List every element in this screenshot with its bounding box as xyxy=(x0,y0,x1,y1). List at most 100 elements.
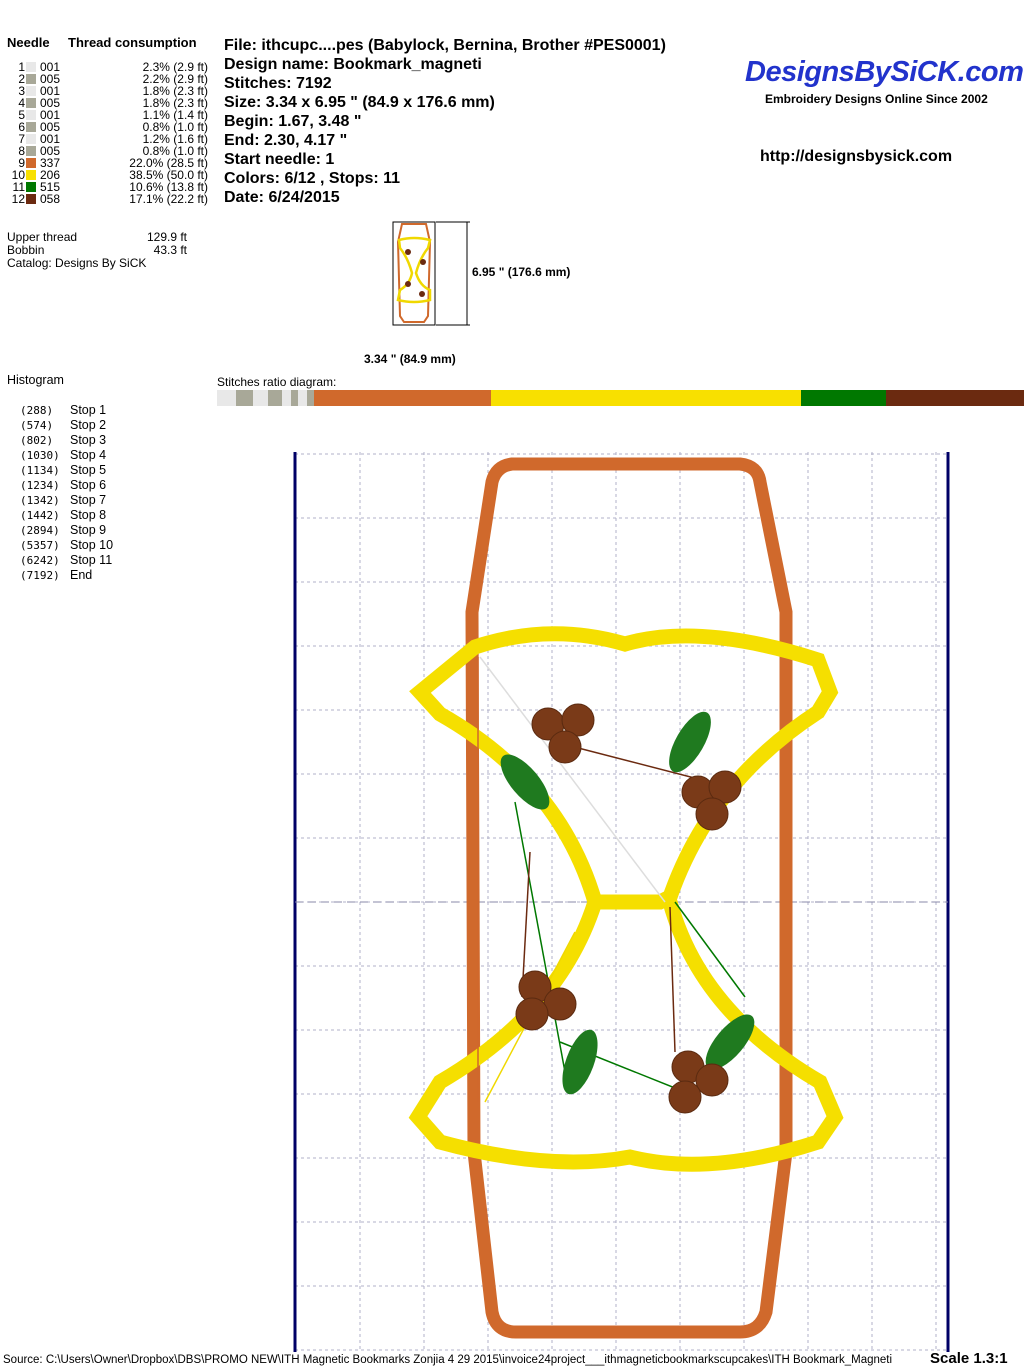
thread-consumption: 1.1% (1.4 ft) xyxy=(142,108,208,122)
brand-logo: DesignsBySiCK.com xyxy=(745,56,1024,88)
needle-table: 1 001 2.3% (2.9 ft) 2 005 2.2% (2.9 ft) 3 001 1.… xyxy=(7,61,208,205)
stitch-count: (5357) xyxy=(20,539,60,552)
needle-number: 2 xyxy=(18,72,25,86)
needle-row: 11 515 10.6% (13.8 ft) xyxy=(7,181,208,193)
thread-code: 206 xyxy=(40,168,61,182)
histogram-row: (802) Stop 3 xyxy=(20,433,113,448)
thread-code: 005 xyxy=(40,120,61,134)
histogram-row: (6242) Stop 11 xyxy=(20,553,113,568)
histogram-row: (288) Stop 1 xyxy=(20,403,113,418)
histogram-row: (1442) Stop 8 xyxy=(20,508,113,523)
thread-code: 515 xyxy=(40,180,61,194)
stop-label: Stop 6 xyxy=(70,478,107,492)
needle-row: 4 005 1.8% (2.3 ft) xyxy=(7,97,208,109)
thread-code: 337 xyxy=(40,156,61,170)
histogram-row: (1030) Stop 4 xyxy=(20,448,113,463)
ratio-segment xyxy=(282,390,292,406)
needle-number: 4 xyxy=(18,96,25,110)
consumption-header: Thread consumption xyxy=(68,35,197,50)
stop-label: Stop 7 xyxy=(70,493,107,507)
leaf xyxy=(562,1029,598,1095)
size: Size: 3.34 x 6.95 " (84.9 x 176.6 mm) xyxy=(224,94,495,111)
color-swatch xyxy=(26,110,36,120)
thread-consumption: 0.8% (1.0 ft) xyxy=(142,120,208,134)
ratio-segment xyxy=(490,390,801,406)
begin: Begin: 1.67, 3.48 " xyxy=(224,113,362,130)
stitch-count: (2894) xyxy=(20,524,60,537)
stitch-count: (1030) xyxy=(20,449,60,462)
thread-consumption: 1.8% (2.3 ft) xyxy=(142,96,208,110)
ratio-label: Stitches ratio diagram: xyxy=(217,375,337,389)
stitch-count: (1234) xyxy=(20,479,60,492)
ratio-segment xyxy=(291,390,298,406)
cherry xyxy=(543,987,577,1021)
histogram-row: (7192) End xyxy=(20,568,113,583)
ratio-segment xyxy=(235,390,254,406)
needle-number: 8 xyxy=(18,144,25,158)
thread-consumption: 2.2% (2.9 ft) xyxy=(142,72,208,86)
thread-code: 001 xyxy=(40,60,61,74)
leaf xyxy=(705,1014,755,1070)
thread-code: 005 xyxy=(40,72,61,86)
cherry xyxy=(668,1080,702,1114)
ratio-segment xyxy=(800,390,887,406)
thread-code: 005 xyxy=(40,96,61,110)
histogram-row: (5357) Stop 10 xyxy=(20,538,113,553)
color-swatch xyxy=(26,86,36,96)
thread-consumption: 17.1% (22.2 ft) xyxy=(129,192,208,206)
ratio-segment xyxy=(307,390,314,406)
needle-number: 9 xyxy=(18,156,25,170)
ratio-segment xyxy=(886,390,1024,406)
ratio-segment xyxy=(267,390,283,406)
thread-consumption: 38.5% (50.0 ft) xyxy=(129,168,208,182)
brand-tagline: Embroidery Designs Online Since 2002 xyxy=(765,92,988,106)
stitches: Stitches: 7192 xyxy=(224,75,332,92)
thread-consumption: 10.6% (13.8 ft) xyxy=(129,180,208,194)
design-thumbnail xyxy=(392,221,470,326)
cherry xyxy=(695,797,729,831)
color-swatch xyxy=(26,74,36,84)
needle-row: 10 206 38.5% (50.0 ft) xyxy=(7,169,208,181)
design-info: File: ithcupc....pes (Babylock, Bernina,… xyxy=(224,36,666,207)
colors-stops: Colors: 6/12 , Stops: 11 xyxy=(224,170,401,187)
stop-label: Stop 3 xyxy=(70,433,107,447)
end: End: 2.30, 4.17 " xyxy=(224,132,348,149)
file-name: File: ithcupc....pes (Babylock, Bernina,… xyxy=(224,37,666,54)
scale-label: Scale 1.3:1 xyxy=(930,1350,1008,1367)
histogram-row: (2894) Stop 9 xyxy=(20,523,113,538)
ratio-segment xyxy=(297,390,308,406)
stitch-count: (574) xyxy=(20,419,54,432)
cherry xyxy=(548,730,582,764)
color-swatch xyxy=(26,98,36,108)
bobbin-value: 43.3 ft xyxy=(153,243,187,257)
stop-label: Stop 8 xyxy=(70,508,107,522)
stop-label: Stop 2 xyxy=(70,418,107,432)
needle-row: 2 005 2.2% (2.9 ft) xyxy=(7,73,208,85)
thread-consumption: 22.0% (28.5 ft) xyxy=(129,156,208,170)
needle-number: 10 xyxy=(11,168,25,182)
histogram-row: (1342) Stop 7 xyxy=(20,493,113,508)
cherry xyxy=(695,1063,729,1097)
ratio-segment xyxy=(313,390,491,406)
stop-label: Stop 4 xyxy=(70,448,107,462)
needle-number: 6 xyxy=(18,120,25,134)
catalog: Catalog: Designs By SiCK xyxy=(7,256,147,270)
thread-code: 001 xyxy=(40,108,61,122)
stitch-count: (1342) xyxy=(20,494,60,507)
cherry xyxy=(515,997,549,1031)
color-swatch xyxy=(26,170,36,180)
needle-number: 12 xyxy=(11,192,25,206)
stitches-ratio-bar xyxy=(217,390,1024,406)
thumb-height-label: 6.95 " (176.6 mm) xyxy=(472,265,571,279)
stop-label: Stop 1 xyxy=(70,403,107,417)
thread-consumption: 1.8% (2.3 ft) xyxy=(142,84,208,98)
brand-url[interactable]: http://designsbysick.com xyxy=(760,148,953,165)
needle-number: 3 xyxy=(18,84,25,98)
histogram-list: (288) Stop 1 (574) Stop 2 (802) Stop 3 (1030) S… xyxy=(20,403,113,583)
source-path: Source: C:\Users\Owner\Dropbox\DBS\PROMO… xyxy=(3,1354,893,1366)
date: Date: 6/24/2015 xyxy=(224,189,340,206)
needle-row: 12 058 17.1% (22.2 ft) xyxy=(7,193,208,205)
start-needle: Start needle: 1 xyxy=(224,151,335,168)
stitch-count: (7192) xyxy=(20,569,60,582)
